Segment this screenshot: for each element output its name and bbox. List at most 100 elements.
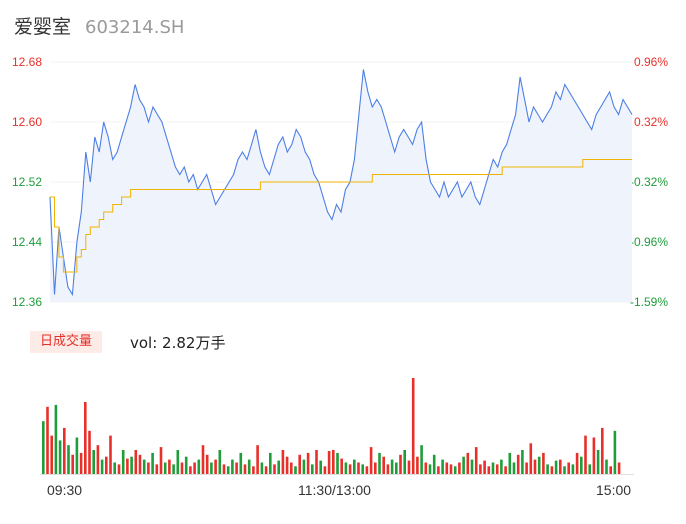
volume-bar bbox=[462, 456, 465, 474]
volume-bar bbox=[281, 450, 285, 474]
volume-bar bbox=[277, 460, 280, 474]
volume-bar bbox=[184, 456, 188, 474]
volume-bar bbox=[239, 452, 243, 474]
volume-bar bbox=[437, 466, 440, 474]
volume-bar bbox=[432, 454, 436, 474]
volume-bar bbox=[193, 462, 196, 474]
volume-bar bbox=[142, 459, 146, 474]
volume-bar bbox=[533, 459, 537, 474]
volume-bar bbox=[559, 459, 562, 474]
volume-bar bbox=[252, 466, 255, 474]
volume-bar bbox=[449, 464, 453, 474]
volume-bar bbox=[601, 427, 604, 474]
volume-bar bbox=[231, 459, 234, 474]
volume-bar bbox=[416, 456, 419, 474]
volume-bar bbox=[84, 402, 87, 474]
volume-bar bbox=[508, 452, 512, 474]
volume-bar bbox=[163, 462, 167, 474]
volume-bar bbox=[117, 464, 121, 474]
volume-bar bbox=[453, 466, 457, 474]
volume-bar bbox=[319, 460, 322, 474]
pct-tick-label: -0.32% bbox=[629, 175, 668, 189]
volume-bar bbox=[584, 435, 587, 474]
volume-bar bbox=[302, 459, 306, 474]
price-plot-area bbox=[49, 61, 633, 303]
volume-bar bbox=[260, 462, 264, 474]
volume-bar bbox=[46, 406, 49, 474]
y-tick-label: 12.44 bbox=[12, 235, 43, 249]
volume-bar bbox=[491, 462, 495, 474]
volume-bar bbox=[424, 462, 428, 474]
volume-bar bbox=[63, 427, 66, 474]
volume-bar bbox=[596, 450, 600, 474]
volume-bar bbox=[294, 466, 297, 474]
volume-bar bbox=[264, 466, 268, 474]
volume-bar bbox=[504, 466, 507, 474]
volume-bar bbox=[189, 466, 192, 474]
volume-legend: 日成交量 bbox=[30, 331, 103, 353]
volume-bar bbox=[327, 451, 331, 474]
volume-bar bbox=[374, 462, 377, 474]
volume-bar bbox=[567, 462, 570, 474]
price-line bbox=[49, 69, 633, 297]
volume-bar bbox=[92, 450, 95, 474]
volume-bar bbox=[75, 437, 79, 474]
volume-bar bbox=[512, 462, 516, 474]
x-tick-label: 15:00 bbox=[596, 482, 632, 498]
volume-bar bbox=[428, 464, 432, 474]
volume-bar bbox=[420, 445, 423, 474]
volume-bar bbox=[121, 450, 125, 474]
volume-bar bbox=[369, 447, 373, 474]
average-line bbox=[50, 159, 632, 273]
volume-bar bbox=[411, 378, 415, 474]
volume-bar bbox=[298, 454, 301, 474]
volume-bar bbox=[340, 458, 343, 474]
y-tick-label: 12.36 bbox=[12, 295, 43, 309]
stock-name: 爱婴室 bbox=[14, 16, 72, 38]
y-tick-label: 12.68 bbox=[12, 55, 43, 69]
volume-bar bbox=[378, 452, 381, 474]
volume-bar bbox=[235, 462, 238, 474]
volume-bar bbox=[205, 454, 209, 474]
volume-bar bbox=[348, 464, 352, 474]
stock-header: 爱婴室 603214.SH bbox=[14, 12, 184, 38]
volume-bar bbox=[147, 462, 150, 474]
volume-bar bbox=[306, 452, 310, 474]
pct-tick-label: -1.59% bbox=[629, 295, 668, 309]
volume-bar bbox=[113, 462, 116, 474]
volume-bar bbox=[441, 459, 444, 474]
volume-bar bbox=[226, 466, 230, 474]
volume-bar bbox=[256, 445, 259, 474]
volume-bar bbox=[214, 459, 217, 474]
volume-bar bbox=[336, 452, 339, 474]
volume-bar bbox=[315, 450, 318, 474]
volume-bar bbox=[58, 440, 62, 474]
volume-bar bbox=[483, 460, 486, 474]
volume-bar bbox=[50, 435, 53, 474]
volume-bar bbox=[357, 462, 360, 474]
pct-tick-label: -0.96% bbox=[629, 235, 668, 249]
volume-bar bbox=[285, 456, 289, 474]
volume-bar bbox=[332, 450, 335, 474]
volume-bar bbox=[575, 452, 579, 474]
volume-bar bbox=[395, 462, 398, 474]
x-tick-label: 11:30/13:00 bbox=[298, 482, 371, 498]
volume-bar bbox=[273, 464, 276, 474]
volume-bar bbox=[542, 452, 545, 474]
pct-tick-label: 0.96% bbox=[633, 55, 668, 69]
volume-bar bbox=[592, 437, 596, 474]
volume-bar bbox=[529, 443, 533, 474]
volume-bar bbox=[71, 454, 74, 474]
volume-bar bbox=[386, 464, 390, 474]
volume-bar bbox=[495, 464, 499, 474]
y-tick-label: 12.52 bbox=[12, 175, 43, 189]
volume-bar bbox=[609, 466, 612, 474]
price-area-fill bbox=[50, 69, 632, 302]
volume-bar bbox=[407, 460, 411, 474]
volume-bar bbox=[201, 445, 205, 474]
volume-plot-area bbox=[40, 378, 634, 475]
volume-bar bbox=[176, 450, 180, 474]
stock-code: 603214.SH bbox=[85, 17, 185, 38]
volume-bar bbox=[571, 464, 575, 474]
